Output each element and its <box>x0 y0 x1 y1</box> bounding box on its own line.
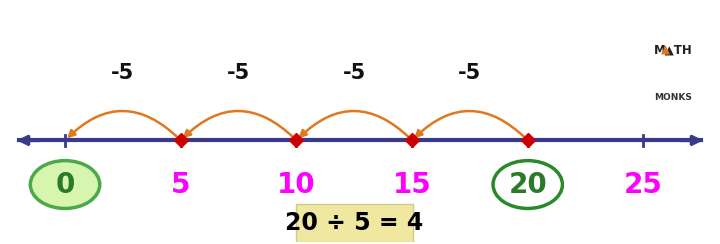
Ellipse shape <box>30 161 100 208</box>
Text: 10: 10 <box>277 171 315 199</box>
Text: 15: 15 <box>392 171 431 199</box>
Text: -5: -5 <box>227 63 250 83</box>
FancyArrowPatch shape <box>69 111 179 138</box>
FancyArrowPatch shape <box>185 111 294 138</box>
Text: M▲TH: M▲TH <box>654 44 693 57</box>
Text: -5: -5 <box>458 63 482 83</box>
Text: 5: 5 <box>171 171 191 199</box>
Text: -5: -5 <box>112 63 135 83</box>
Text: 25: 25 <box>624 171 663 199</box>
Text: ▲: ▲ <box>661 44 670 57</box>
FancyBboxPatch shape <box>296 204 413 243</box>
Text: -5: -5 <box>343 63 366 83</box>
Ellipse shape <box>493 161 562 208</box>
FancyArrowPatch shape <box>416 111 526 138</box>
Text: 20: 20 <box>508 171 547 199</box>
Text: 20 ÷ 5 = 4: 20 ÷ 5 = 4 <box>285 211 423 235</box>
Text: 0: 0 <box>55 171 75 199</box>
FancyArrowPatch shape <box>300 111 410 138</box>
Text: MONKS: MONKS <box>654 93 692 102</box>
